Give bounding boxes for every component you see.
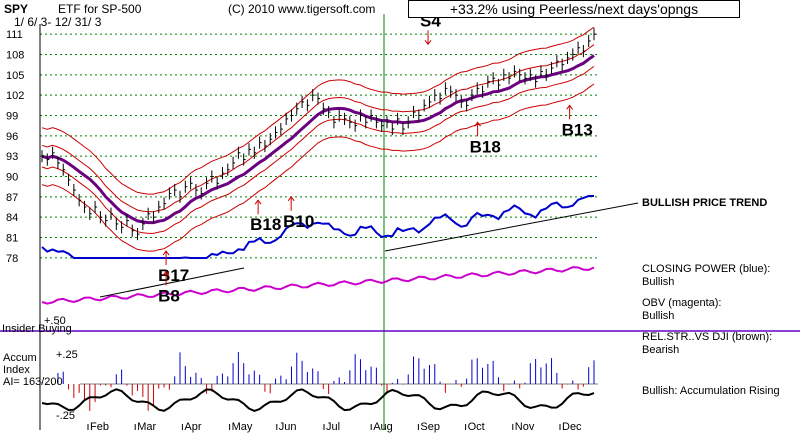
price-y-axis: 78 81 84 87 90 93 96 99 102 105 108 111 [6, 29, 24, 265]
etf-name: ETF for SP-500 [58, 2, 142, 16]
obv-value: Bullish [642, 310, 675, 322]
closing-power-value: Bullish [642, 276, 675, 288]
x-tick-label: Nov [515, 421, 535, 433]
performance-banner: +33.2% using Peerless/next days'opngs [408, 0, 740, 18]
price-bottom-level: +.50 [44, 315, 66, 327]
indicator-lines [41, 195, 639, 305]
signal-arrowhead [474, 121, 481, 127]
closing-power-title: CLOSING POWER (blue): [642, 263, 771, 275]
signal-label: B18 [250, 215, 281, 234]
y-tick-label: 96 [6, 131, 18, 143]
month-axis: Feb Mar Apr May Jun Jul Aug Sep Oct Nov Dec [87, 421, 582, 433]
upper-band [41, 26, 595, 195]
signal-arrowhead [424, 40, 432, 46]
inner-upper-band [41, 44, 595, 213]
x-tick-label: Feb [90, 421, 109, 433]
y-tick-label: 102 [6, 90, 24, 102]
accum-label-2: Index [3, 364, 30, 376]
y-tick-label: 111 [6, 29, 23, 41]
rel-strength-title: REL.STR..VS DJI (brown): [642, 331, 773, 343]
signal-label: B13 [562, 120, 593, 139]
y-tick-label: 90 [6, 172, 18, 184]
y-tick-label: 78 [6, 253, 18, 265]
signal-arrowhead [287, 195, 295, 202]
y-tick-label: 84 [6, 212, 18, 224]
signal-label: B10 [283, 212, 314, 231]
signal-label: B17 [158, 266, 189, 285]
closing-power-line [41, 195, 594, 259]
inner-lower-band [41, 65, 595, 234]
signal-label: B18 [470, 137, 501, 156]
trend-line [384, 202, 639, 252]
obv-line [41, 266, 595, 305]
y-tick-label: 99 [6, 111, 18, 123]
x-tick-label: May [232, 421, 253, 433]
price-bars [41, 28, 596, 241]
accum-label-1: Accum [3, 352, 37, 364]
accum-lower-level: -.25 [56, 410, 75, 422]
y-tick-label: 87 [6, 192, 18, 204]
signal-arrowhead [162, 250, 170, 256]
date-range: 1/ 6/ 3- 12/ 31/ 3 [14, 15, 102, 29]
rel-strength-value: Bearish [642, 344, 680, 356]
ticker-label: SPY [4, 2, 29, 16]
x-tick-label: Sep [420, 421, 440, 433]
signal-arrowhead [254, 199, 262, 205]
cp-trend-line [99, 267, 245, 298]
y-tick-label: 105 [6, 70, 24, 82]
y-tick-label: 81 [6, 233, 18, 245]
y-tick-label: 108 [6, 50, 24, 62]
x-tick-label: Dec [562, 421, 582, 433]
accum-label-3: AI= 163/200 [3, 376, 63, 388]
x-tick-label: Jun [279, 421, 297, 433]
insider-buying-label: Insider Buying [2, 323, 72, 335]
x-tick-label: Oct [468, 421, 485, 433]
x-tick-label: Aug [373, 421, 393, 433]
x-tick-label: Jul [326, 421, 340, 433]
rel-strength-line [41, 388, 595, 412]
y-tick-label: 93 [6, 151, 18, 163]
x-tick-label: Mar [137, 421, 156, 433]
accum-level: +.25 [56, 349, 78, 361]
moving-average [41, 54, 595, 225]
signal-arrowhead [162, 270, 170, 276]
accumulation-note: Bullish: Accumulation Rising [642, 385, 780, 397]
x-tick-label: Apr [184, 421, 201, 433]
lower-band [41, 83, 595, 252]
copyright: (C) 2010 www.tigersoft.com [228, 2, 376, 16]
obv-title: OBV (magenta): [642, 297, 722, 309]
signal-label: B8 [158, 286, 180, 305]
accumulation-panel [0, 330, 800, 412]
trend-label: BULLISH PRICE TREND [642, 197, 768, 209]
signal-arrowhead [566, 104, 574, 110]
